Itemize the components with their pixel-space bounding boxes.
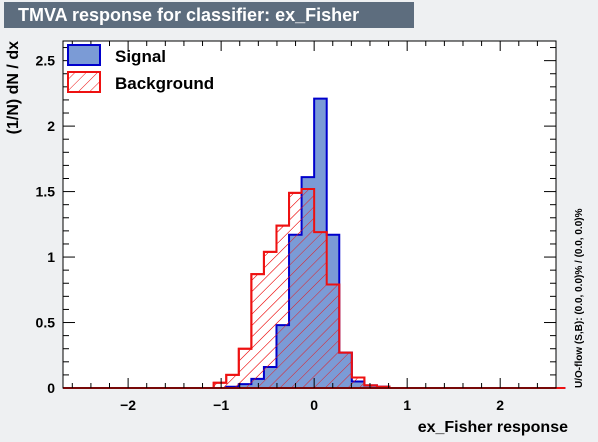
x-axis-label: ex_Fisher response — [418, 419, 568, 436]
y-tick-label: 0 — [47, 380, 55, 396]
chart-title: TMVA response for classifier: ex_Fisher — [4, 2, 414, 28]
y-tick-label: 1.5 — [36, 184, 56, 200]
legend: Signal Background — [67, 44, 214, 93]
x-tick-label: −2 — [120, 397, 136, 413]
overflow-note: U/O-flow (S,B): (0.0, 0.0)% / (0.0, 0.0)… — [574, 208, 585, 388]
y-tick-label: 2 — [47, 118, 55, 134]
x-tick-label: 1 — [403, 397, 411, 413]
y-tick-label: 0.5 — [36, 315, 56, 331]
x-tick-label: 2 — [496, 397, 504, 413]
legend-background-swatch — [67, 71, 101, 93]
legend-signal-swatch — [67, 44, 101, 66]
axes: −2 −1 0 1 2 0 0.5 1 1.5 2 2.5 — [36, 40, 557, 413]
y-tick-label: 2.5 — [36, 53, 56, 69]
x-tick-label: −1 — [213, 397, 229, 413]
y-axis-label: (1/N) dN / dx — [5, 41, 22, 134]
legend-signal-label: Signal — [115, 47, 166, 66]
legend-background-label: Background — [115, 74, 214, 93]
x-tick-label: 0 — [310, 397, 318, 413]
y-tick-label: 1 — [47, 249, 55, 265]
plot-frame — [62, 40, 557, 389]
